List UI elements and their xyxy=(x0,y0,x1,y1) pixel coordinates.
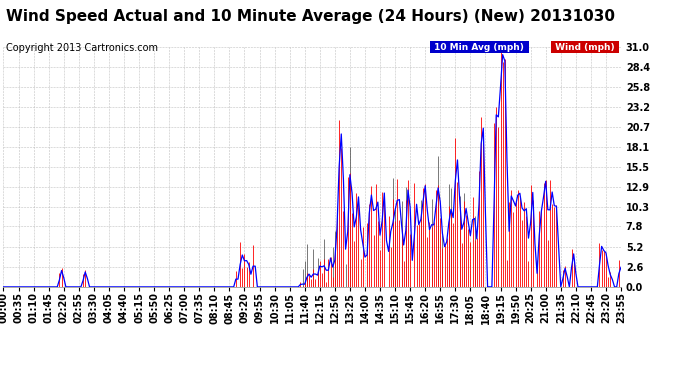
Text: 10 Min Avg (mph): 10 Min Avg (mph) xyxy=(431,43,527,52)
Text: Wind (mph): Wind (mph) xyxy=(552,43,618,52)
Text: Copyright 2013 Cartronics.com: Copyright 2013 Cartronics.com xyxy=(6,43,157,53)
Text: Wind Speed Actual and 10 Minute Average (24 Hours) (New) 20131030: Wind Speed Actual and 10 Minute Average … xyxy=(6,9,615,24)
